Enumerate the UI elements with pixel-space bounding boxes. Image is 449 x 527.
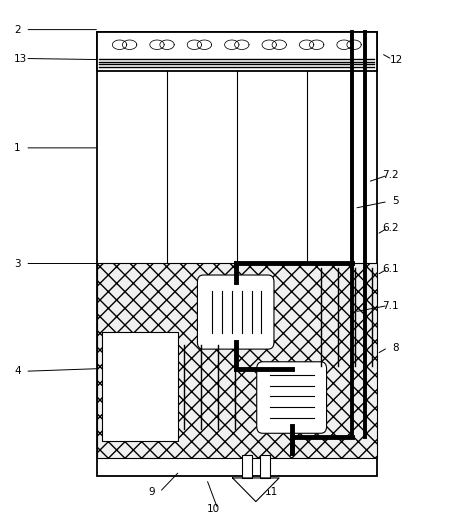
Text: 9: 9 [149, 487, 155, 497]
Text: 7.1: 7.1 [383, 300, 399, 310]
FancyBboxPatch shape [198, 275, 274, 349]
Text: 5: 5 [392, 197, 399, 207]
Text: 13: 13 [14, 54, 27, 64]
Polygon shape [233, 478, 279, 502]
Bar [97, 32, 377, 476]
Text: 8: 8 [392, 343, 399, 353]
Bar [260, 455, 270, 478]
Text: 4: 4 [14, 366, 21, 376]
Text: 7.2: 7.2 [383, 170, 399, 180]
Bar [97, 263, 377, 458]
Text: 12: 12 [390, 55, 404, 65]
Text: 10: 10 [207, 504, 220, 514]
Text: 6.1: 6.1 [383, 264, 399, 274]
Text: 3: 3 [14, 259, 21, 268]
Text: 6.2: 6.2 [383, 223, 399, 233]
Bar [97, 32, 377, 71]
Text: 1: 1 [14, 143, 21, 153]
Bar [102, 332, 178, 441]
Text: 2: 2 [14, 25, 21, 35]
Text: 11: 11 [265, 487, 278, 497]
Bar [242, 455, 252, 478]
FancyBboxPatch shape [257, 362, 326, 433]
